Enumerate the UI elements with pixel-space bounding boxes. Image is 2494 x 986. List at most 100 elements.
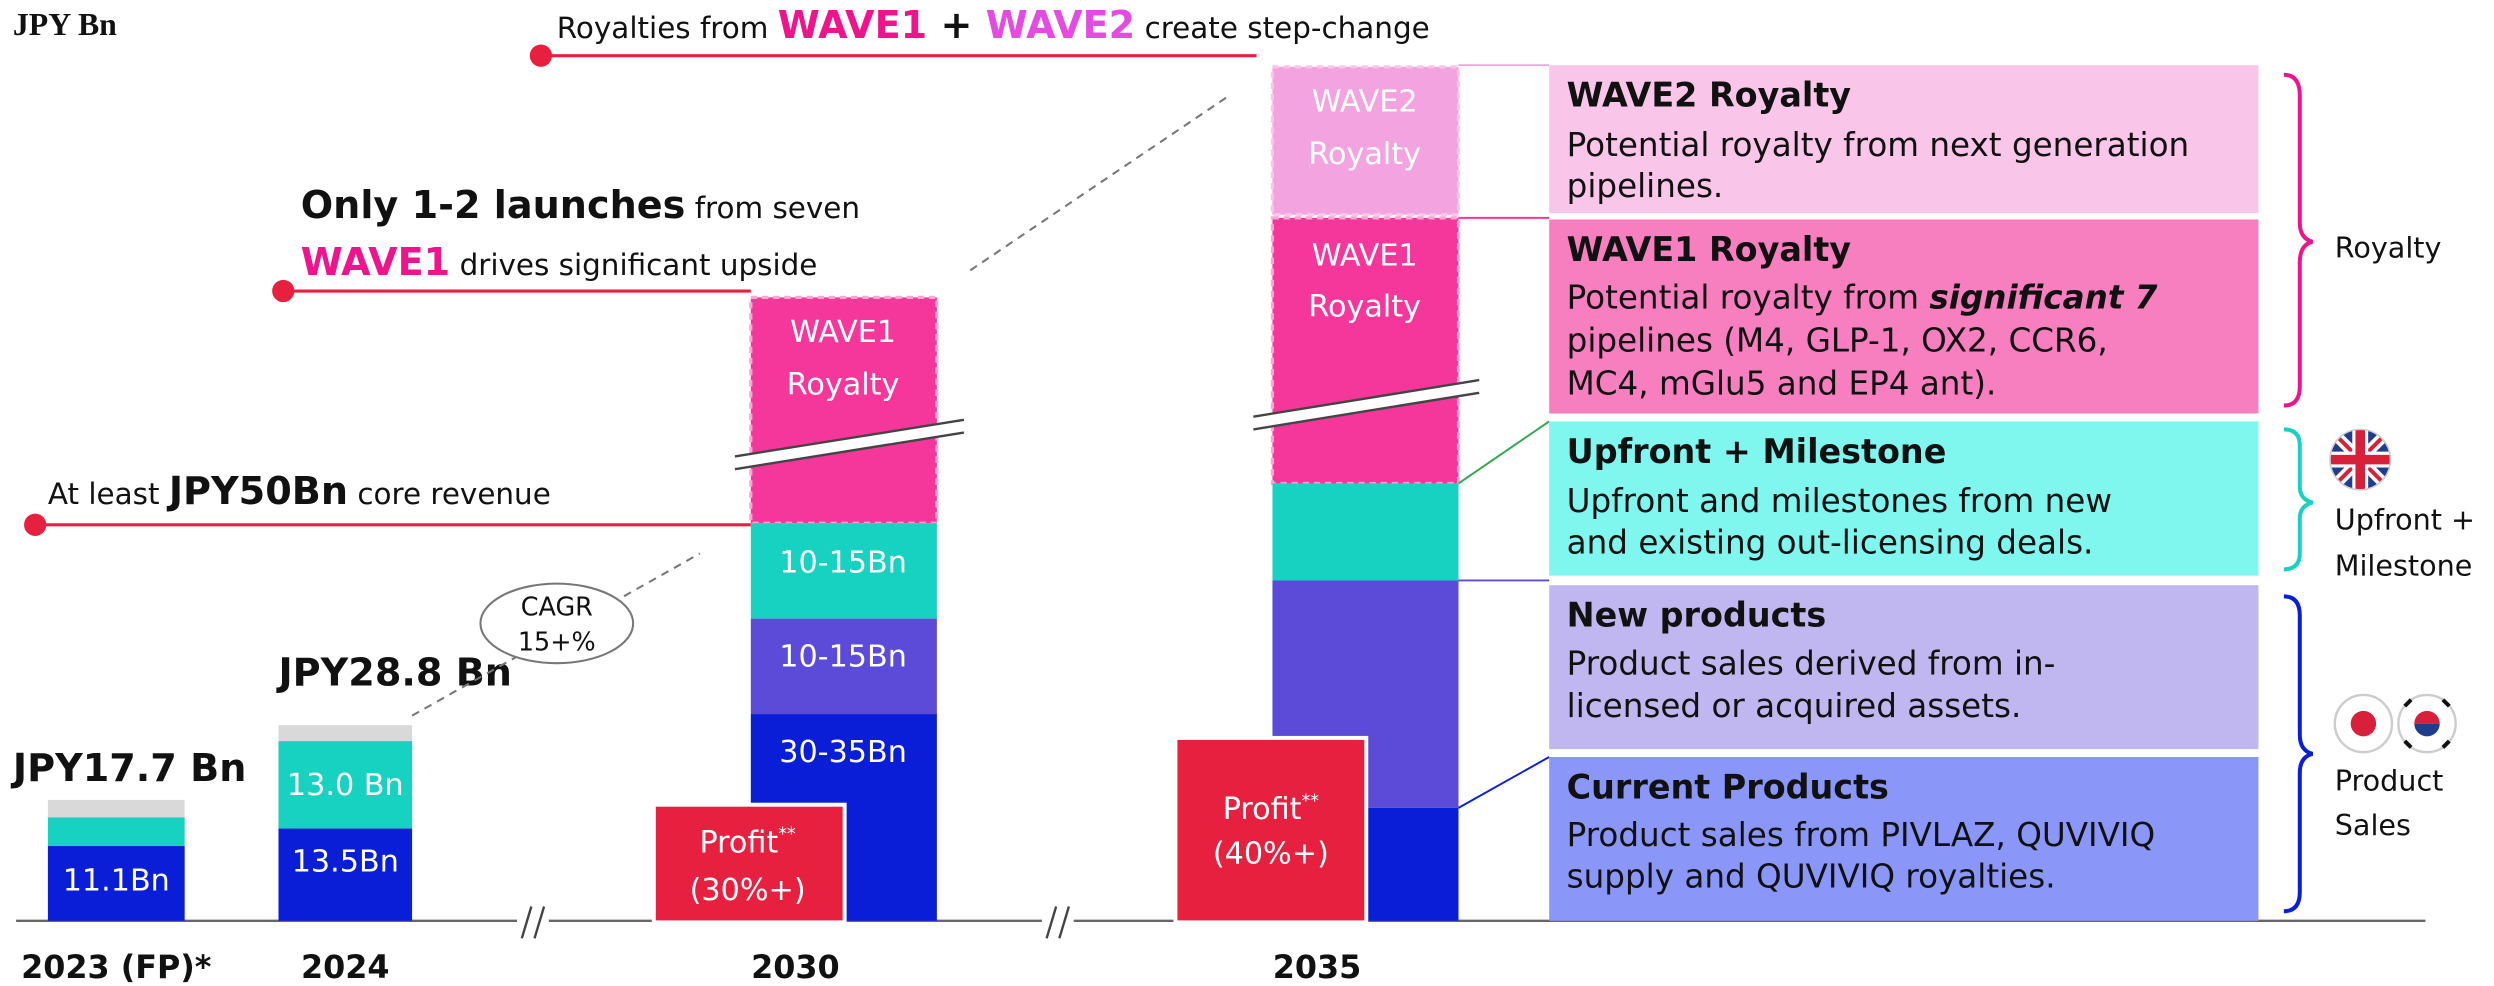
profit-label: Profit** [1223,791,1320,827]
bar-upfront [47,817,185,847]
group-label: Upfront + [2335,503,2475,537]
legend-text: Product sales from PIVLAZ, QUVIVIQ [1567,816,2156,854]
bar-upfront [278,741,413,829]
segment-label: Royalty [1308,289,1421,324]
callout-text: At least JPY50Bn core revenue [48,469,551,513]
legend-text: pipelines. [1567,167,1724,205]
text-run: ** [778,825,796,845]
trend-line [969,94,1231,272]
text-run: Profit [1223,792,1302,827]
year-label: 2030 [751,949,840,986]
shape [2414,710,2440,724]
callout-text: WAVE1 drives significant upside [301,240,818,284]
legend-text: Potential royalty from next generation [1567,126,2190,164]
cagr-label: 15+% [518,626,596,656]
text-run: Royalties from [557,11,778,45]
bar-current [47,846,185,921]
bar-upfront [750,523,937,619]
segment-label: 10-15Bn [779,546,907,581]
legend-title: WAVE2 Royalty [1567,76,1852,115]
bar-current [278,828,413,921]
break-gap [1253,380,1480,430]
text-run: drives significant upside [450,248,817,282]
shape [2403,698,2451,749]
profit-label: (30%+) [690,873,806,908]
bar-wave1 [749,295,939,525]
bracket [2283,72,2314,408]
text-run: + [927,3,986,47]
cagr-label: CAGR [521,591,593,621]
text-run: ** [1302,791,1320,811]
shape [2414,723,2440,737]
profit-label: (40%+) [1213,837,1329,872]
segment-label: Royalty [787,367,900,402]
total-label: JPY17.7 Bn [10,746,246,790]
connector [1457,420,1550,485]
text-run: create step-change [1135,11,1429,45]
legend-text: Potential royalty from significant 7 [1567,279,2158,317]
flag-border [2329,428,2392,491]
segment-label: 10-15Bn [779,639,907,674]
legend-box [1549,219,2259,414]
legend-box [1549,421,2259,576]
legend-text: Product sales derived from in- [1567,644,2056,682]
bar-new [750,618,937,715]
profit-box [651,802,847,925]
group-label: Sales [2335,808,2411,842]
flag-kr [2397,693,2457,754]
axis-break [520,906,1071,939]
text-run: Profit [699,825,778,860]
legend-title: New products [1567,596,1827,635]
bar-upfront [1272,483,1459,581]
bar-other [278,725,413,742]
segment-label: 13.5Bn [292,844,399,879]
legend-title: Upfront + Milestone [1567,432,1947,471]
break-line [1253,378,1480,418]
segment-label: 30-35Bn [779,735,907,770]
group-label: Milestone [2335,549,2473,583]
shape [2350,710,2377,737]
flag-uk [2330,429,2391,490]
break-line [734,418,965,458]
group-label: Royalty [2335,231,2442,265]
shape [2330,429,2391,490]
bar-wave1 [1270,216,1461,486]
text-run: JPY50Bn [166,469,348,513]
legend-box [1549,585,2259,750]
legend-title: Current Products [1567,767,1889,806]
text-run: Only 1-2 launches [301,183,686,227]
segment-label: Royalty [1308,137,1421,172]
break-line [1253,391,1480,431]
year-label: 2024 [301,949,390,986]
flag-jp [2333,693,2394,754]
legend-box [1549,756,2259,921]
text-run: At least [48,477,169,511]
legend-text: MC4, mGlu5 and EP4 ant). [1567,364,1997,402]
callout-text: Only 1-2 launches from seven [301,183,860,227]
legend-text: Upfront and milestones from new [1567,482,2112,520]
year-label: 2035 [1273,949,1362,986]
segment-label: 11.1Bn [63,864,170,899]
total-label: JPY28.8 Bn [275,650,511,694]
legend-text: licensed or acquired assets. [1567,687,2022,725]
segment-label: 13.0 Bn [287,768,404,803]
text-run: WAVE2 [986,3,1135,47]
text-run: WAVE1 [778,3,927,47]
group-label: Product [2335,763,2444,797]
year-label: 2023 (FP)* [21,949,211,986]
bar-wave2 [1270,65,1461,217]
legend-text: supply and QUVIVIQ royalties. [1567,857,2056,895]
legend-box [1549,65,2259,214]
profit-label: Profit** [699,825,796,861]
callout-text: Royalties from WAVE1 + WAVE2 create step… [557,3,1430,47]
legend-title: WAVE1 Royalty [1567,230,1852,269]
text-run: significant 7 [1929,279,2157,317]
unit-label: JPY Bn [13,7,117,42]
break-gap [734,419,964,470]
text-run: Potential royalty from [1567,279,1930,317]
break-line [734,431,965,471]
cagr-bubble [479,582,635,665]
segment-label: WAVE1 [1312,239,1418,274]
text-run: from seven [685,191,860,225]
